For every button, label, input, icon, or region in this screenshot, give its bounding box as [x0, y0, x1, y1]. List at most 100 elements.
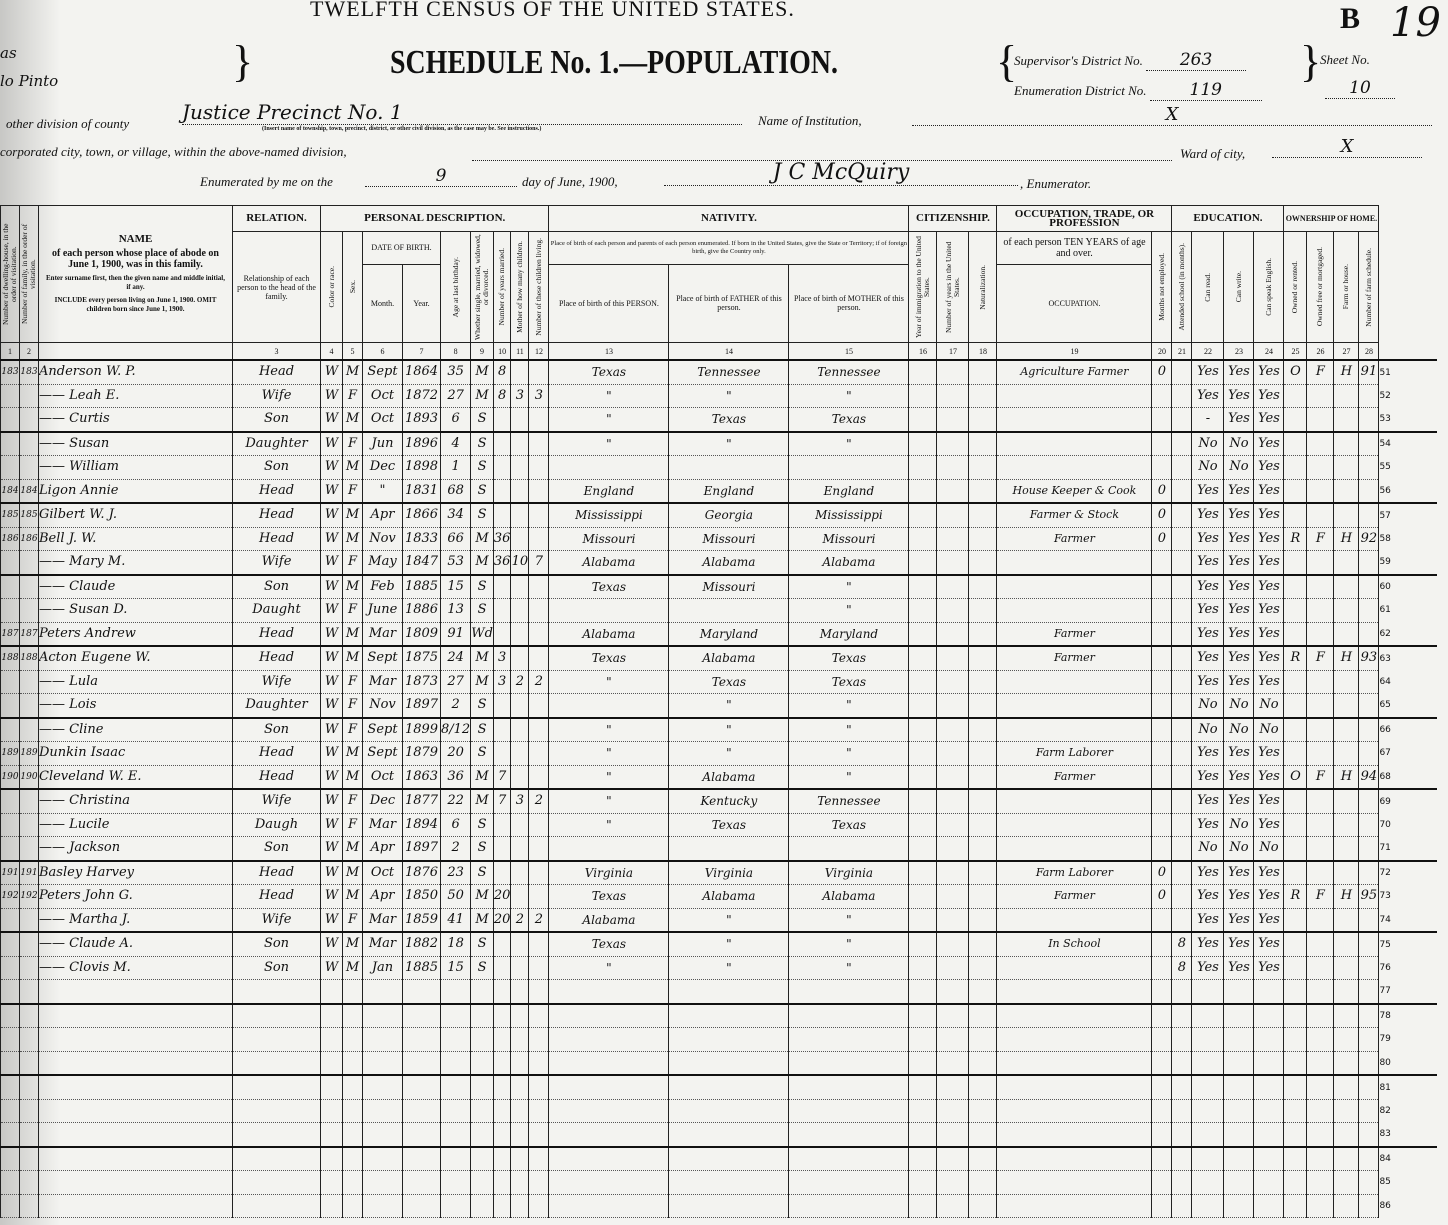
cell-years-us	[936, 1170, 970, 1195]
cell-naturalization	[968, 1002, 998, 1028]
cell-birth-year: 1896	[402, 430, 441, 456]
cell-birth-month: Oct	[362, 859, 403, 885]
line-number: 82	[1379, 1105, 1391, 1116]
cell-dwelling	[0, 550, 20, 575]
cell-name: Gilbert W. J.	[38, 502, 233, 528]
cell-occupation	[996, 955, 1153, 980]
cell-years-married	[492, 430, 512, 456]
cell-immigration	[908, 1098, 938, 1123]
cell-read: No	[1191, 455, 1225, 480]
cell-school	[1171, 1050, 1193, 1076]
cell-months-unemployed	[1151, 598, 1173, 623]
cell-relation: Head	[232, 741, 321, 766]
cell-mother-birthplace: Texas	[788, 645, 910, 671]
cell-children-living	[528, 1074, 550, 1100]
cell-read: No	[1191, 716, 1225, 742]
cell-age: 4	[439, 430, 472, 456]
cell-read	[1191, 1050, 1225, 1076]
cell-owned	[1283, 669, 1308, 694]
cell-birth-month: Oct	[362, 407, 403, 432]
cell-farm: H	[1333, 526, 1360, 551]
cell-age	[439, 1145, 472, 1171]
cell-naturalization	[968, 1122, 998, 1147]
table-row: —— Susan D. Daught W F June 1886 13 S " Yes Yes Yes…	[0, 598, 1437, 623]
line-number: 71	[1379, 843, 1391, 853]
cell-months-unemployed	[1151, 741, 1173, 766]
cell-english: Yes	[1253, 550, 1285, 575]
cell-school	[1171, 788, 1193, 814]
cell-owned	[1283, 1098, 1308, 1123]
cell-years-us	[936, 979, 970, 1004]
cell-months-unemployed	[1151, 407, 1173, 432]
cell-naturalization	[968, 1050, 998, 1076]
cell-read: Yes	[1191, 741, 1225, 766]
cell-read: Yes	[1191, 598, 1225, 623]
cell-immigration	[908, 931, 938, 957]
cell-sex: F	[342, 788, 363, 814]
col-read-header: Can read.	[1191, 231, 1225, 343]
cell-birthplace	[548, 1002, 670, 1028]
cell-mother-birthplace	[788, 1193, 910, 1218]
cell-sex: M	[342, 955, 363, 980]
cell-months-unemployed: 0	[1151, 502, 1173, 528]
line-number: 77	[1379, 986, 1391, 996]
cell-marital	[470, 1074, 494, 1100]
line-number: 72	[1378, 859, 1437, 885]
cell-farm-schedule	[1358, 1074, 1380, 1100]
cell-years-us	[936, 836, 970, 861]
table-row: 77	[0, 979, 1437, 1004]
cell-naturalization	[968, 812, 998, 837]
cell-farm-schedule	[1358, 455, 1380, 480]
cell-school	[1171, 1193, 1193, 1218]
cell-relation	[232, 1074, 321, 1100]
cell-dwelling	[0, 836, 20, 861]
cell-years-married	[492, 812, 512, 837]
cell-sex	[342, 1098, 363, 1123]
cell-birth-month: Mar	[362, 812, 403, 837]
cell-read: Yes	[1191, 764, 1225, 790]
cell-occupation	[996, 716, 1153, 742]
cell-dwelling	[0, 1098, 20, 1123]
cell-years-married	[492, 716, 512, 742]
cell-farm-schedule	[1358, 430, 1380, 456]
cell-farm-schedule	[1358, 550, 1380, 575]
group-relation: RELATION.	[232, 205, 321, 232]
cell-farm-schedule	[1358, 741, 1380, 766]
cell-children-living	[528, 1050, 550, 1076]
cell-children-living	[528, 573, 550, 599]
cell-name: —— Jackson	[38, 836, 233, 861]
cell-naturalization	[968, 907, 998, 933]
cell-marital: S	[470, 931, 494, 957]
cell-free	[1306, 1122, 1335, 1147]
cell-english: Yes	[1253, 955, 1285, 980]
col-naturalization-header: Naturalization.	[968, 231, 998, 343]
cell-color: W	[320, 884, 343, 909]
line-number: 69	[1378, 788, 1437, 813]
cell-birthplace: Alabama	[548, 550, 670, 575]
cell-occupation: Farmer	[996, 764, 1153, 790]
cell-mother-of	[510, 1050, 530, 1076]
cell-farm-schedule	[1358, 1122, 1380, 1147]
cell-immigration	[908, 764, 938, 790]
cell-years-us	[936, 621, 970, 647]
cell-months-unemployed	[1151, 764, 1173, 790]
cell-birth-year: 1897	[402, 693, 441, 718]
cell-farm	[1333, 741, 1360, 766]
cell-marital	[470, 1098, 494, 1123]
cell-sex: M	[342, 502, 363, 528]
cell-farm	[1333, 1074, 1360, 1100]
cell-birth-year: 1885	[402, 573, 441, 599]
col-name-header: NAME of each person whose place of abode…	[38, 205, 233, 343]
cell-birth-month	[362, 1002, 403, 1028]
cell-dwelling	[0, 669, 20, 694]
column-number: 15	[788, 342, 910, 361]
cell-naturalization	[968, 716, 998, 742]
cell-naturalization	[968, 1170, 998, 1195]
line-number: 52	[1379, 390, 1391, 401]
cell-read	[1191, 1002, 1225, 1028]
cell-write: No	[1223, 693, 1255, 718]
cell-english: Yes	[1253, 907, 1285, 933]
cell-farm	[1333, 1145, 1360, 1171]
cell-farm-schedule	[1358, 1050, 1380, 1076]
cell-owned: R	[1283, 645, 1308, 671]
